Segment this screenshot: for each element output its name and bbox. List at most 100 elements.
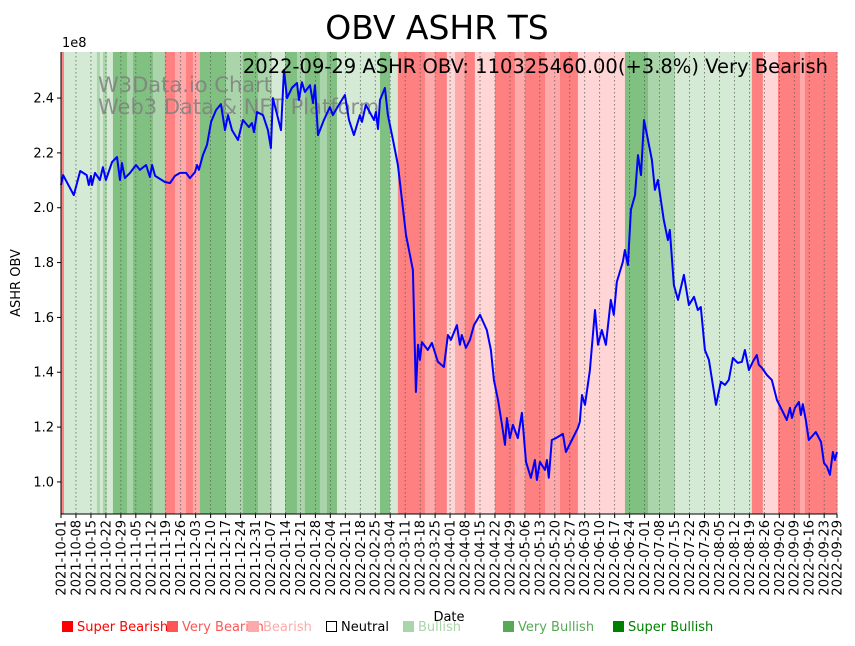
chart-annotation: 2022-09-29 ASHR OBV: 110325460.00(+3.8%)… <box>243 55 828 78</box>
legend-swatch <box>248 621 259 632</box>
legend-label: Bullish <box>418 620 462 635</box>
x-ticks: 2021-10-01 2021-10-08 2021-10-15 2021-10-22… <box>55 514 846 596</box>
x-tick-label: 2022-04-29 <box>503 520 518 596</box>
signal-band-sbull <box>242 52 259 514</box>
x-tick-label: 2022-07-08 <box>653 520 668 596</box>
signal-band-bear <box>474 52 496 514</box>
chart-title: OBV ASHR TS <box>325 8 549 47</box>
x-tick-label: 2022-03-25 <box>429 520 444 596</box>
y-tick-label: 1.0 <box>33 475 54 490</box>
signal-band-vbull <box>127 52 134 514</box>
x-tick-label: 2022-05-27 <box>563 520 578 596</box>
signal-band-sbear <box>777 52 801 514</box>
signal-band-vbull <box>152 52 166 514</box>
signal-band-vbear <box>174 52 187 514</box>
signal-band-vbear <box>454 52 466 514</box>
signal-band-sbear <box>524 52 546 514</box>
signal-band-vbull <box>96 52 101 514</box>
x-tick-label: 2022-02-18 <box>354 520 369 596</box>
legend-label: Very Bullish <box>518 620 595 635</box>
y-scale-label: 1e8 <box>62 36 87 51</box>
legend-item: Very Bearish <box>167 620 264 635</box>
x-tick-label: 2021-12-03 <box>189 520 204 596</box>
watermark-line-1: W3Data.io Chart <box>98 73 272 97</box>
x-tick-label: 2021-11-12 <box>144 520 159 596</box>
signal-band-sbull <box>304 52 321 514</box>
x-tick-label: 2022-06-17 <box>608 520 623 596</box>
x-tick-label: 2022-07-01 <box>638 520 653 596</box>
signal-band-bear <box>446 52 456 514</box>
legend-item: Super Bullish <box>613 620 713 635</box>
signal-band-vbull <box>226 52 244 514</box>
x-tick-label: 2022-09-29 <box>831 520 846 596</box>
signal-band-bull <box>674 52 753 514</box>
x-tick-label: 2021-10-29 <box>114 520 129 596</box>
x-tick-label: 2021-10-01 <box>55 520 70 596</box>
y-tick-label: 2.0 <box>33 201 54 216</box>
x-tick-label: 2022-01-21 <box>294 520 309 596</box>
legend-swatch <box>503 621 514 632</box>
signal-band-bull <box>99 52 104 514</box>
x-tick-label: 2021-10-15 <box>84 520 99 596</box>
legend-swatch <box>167 621 178 632</box>
x-tick-label: 2022-07-15 <box>668 520 683 596</box>
x-tick-label: 2022-04-08 <box>459 520 474 596</box>
signal-band-sbull <box>285 52 298 514</box>
x-tick-label: 2022-08-26 <box>758 520 773 596</box>
legend: Super Bearish Very Bearish Bearish Neutral B… <box>0 620 855 640</box>
x-axis-label: Date <box>433 610 464 625</box>
legend-item: Very Bullish <box>503 620 594 635</box>
signal-band-sbear <box>434 52 448 514</box>
x-tick-label: 2022-02-04 <box>324 520 339 596</box>
x-tick-label: 2022-03-04 <box>384 520 399 596</box>
x-tick-label: 2022-08-05 <box>713 520 728 596</box>
signal-band-sbear <box>164 52 176 514</box>
y-tick-label: 2.2 <box>33 146 54 161</box>
x-gridlines <box>60 52 838 514</box>
legend-item: Super Bearish <box>62 620 168 635</box>
x-tick-label: 2022-02-25 <box>369 520 384 596</box>
signal-band-vbull <box>102 52 108 514</box>
x-tick-label: 2022-04-01 <box>444 520 459 596</box>
y-ticks: 1.0 1.2 1.4 1.6 1.8 2.0 2.2 2.4 <box>33 92 61 490</box>
x-tick-label: 2022-08-19 <box>743 520 758 596</box>
signal-band-sbear <box>397 52 426 514</box>
x-tick-label: 2021-11-26 <box>174 520 189 596</box>
signal-band-vbear <box>544 52 561 514</box>
signal-band-vbull <box>297 52 306 514</box>
signal-band-vbull <box>319 52 328 514</box>
signal-band-sbear <box>751 52 764 514</box>
x-tick-label: 2021-10-08 <box>69 520 84 596</box>
signal-band-bull <box>271 52 286 514</box>
signal-band-sbear <box>559 52 579 514</box>
obv-series-line <box>60 69 838 481</box>
legend-item: Neutral <box>326 620 389 635</box>
signal-band-bear <box>762 52 779 514</box>
legend-swatch <box>403 621 414 632</box>
legend-label: Very Bearish <box>182 620 264 635</box>
x-tick-label: 2022-06-10 <box>593 520 608 596</box>
y-tick-label: 1.2 <box>33 421 54 436</box>
axes <box>60 52 837 515</box>
y-axis-label: ASHR OBV <box>9 249 24 317</box>
x-tick-label: 2022-09-16 <box>803 520 818 596</box>
signal-band-sbull <box>379 52 391 514</box>
x-tick-label: 2021-11-05 <box>129 520 144 596</box>
x-tick-label: 2022-06-24 <box>623 520 638 596</box>
x-tick-label: 2022-08-12 <box>728 520 743 596</box>
signal-band-vbear <box>424 52 436 514</box>
y-tick-label: 1.4 <box>33 366 54 381</box>
x-tick-label: 2022-03-11 <box>399 520 414 596</box>
legend-swatch <box>62 621 73 632</box>
y-tick-label: 2.4 <box>33 92 54 107</box>
x-tick-label: 2022-05-13 <box>533 520 548 596</box>
signal-band-vbear <box>800 52 806 514</box>
signal-band-sbull <box>624 52 649 514</box>
legend-label: Neutral <box>341 620 389 635</box>
legend-item: Bearish <box>248 620 312 635</box>
signal-band-sbear <box>186 52 194 514</box>
x-tick-label: 2022-09-02 <box>773 520 788 596</box>
signal-band-sbear <box>494 52 516 514</box>
x-tick-label: 2022-02-11 <box>339 520 354 596</box>
